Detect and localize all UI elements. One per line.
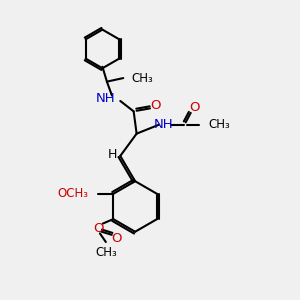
Text: O: O xyxy=(111,232,122,245)
Text: H: H xyxy=(107,148,117,161)
Text: CH₃: CH₃ xyxy=(208,118,230,131)
Text: CH₃: CH₃ xyxy=(132,72,153,85)
Text: OCH₃: OCH₃ xyxy=(57,187,88,200)
Text: CH₃: CH₃ xyxy=(95,246,117,259)
Text: O: O xyxy=(189,101,200,114)
Text: O: O xyxy=(93,221,104,235)
Text: NH: NH xyxy=(154,118,173,131)
Text: O: O xyxy=(150,99,160,112)
Text: NH: NH xyxy=(96,92,116,105)
